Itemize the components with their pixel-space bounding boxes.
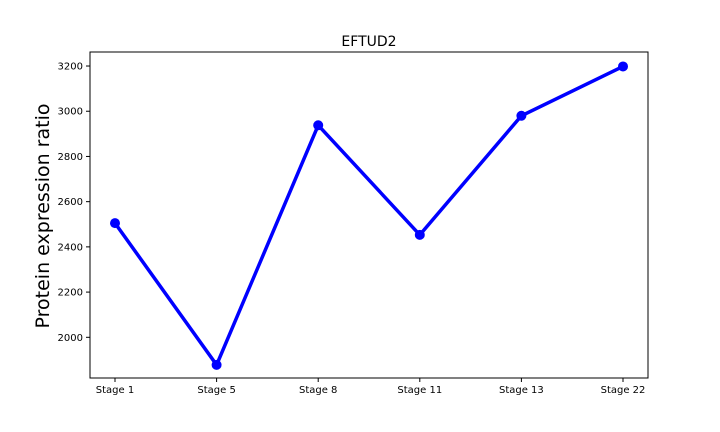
x-tick-label: Stage 11: [397, 385, 442, 396]
series-line: [113, 64, 624, 369]
chart-title: EFTUD2: [341, 34, 396, 50]
data-point: [516, 110, 527, 121]
y-tick-label: 3000: [58, 107, 83, 118]
y-tick-label: 2400: [58, 242, 83, 253]
x-tick-label: Stage 13: [499, 385, 544, 396]
y-tick-label: 2200: [58, 288, 83, 299]
y-axis-label: Protein expression ratio: [32, 104, 54, 329]
y-tick-label: 2600: [58, 197, 83, 208]
data-point: [313, 120, 324, 131]
y-tick-label: 2000: [58, 333, 83, 344]
x-tick-label: Stage 8: [299, 385, 337, 396]
plot-frame: [89, 51, 649, 379]
data-point: [110, 218, 120, 229]
x-tick-label: Stage 5: [197, 385, 235, 396]
plot-area: 2000 2200 2400 2600 2800 3000 3200 Stage 1 Stage…: [58, 51, 649, 396]
data-point: [414, 229, 425, 240]
data-point: [211, 359, 222, 370]
x-tick-label: Stage 1: [96, 385, 134, 396]
y-tick-label: 3200: [58, 62, 83, 73]
x-tick-label: Stage 22: [601, 385, 646, 396]
y-tick-label: 2800: [58, 152, 83, 163]
data-point: [618, 61, 628, 72]
